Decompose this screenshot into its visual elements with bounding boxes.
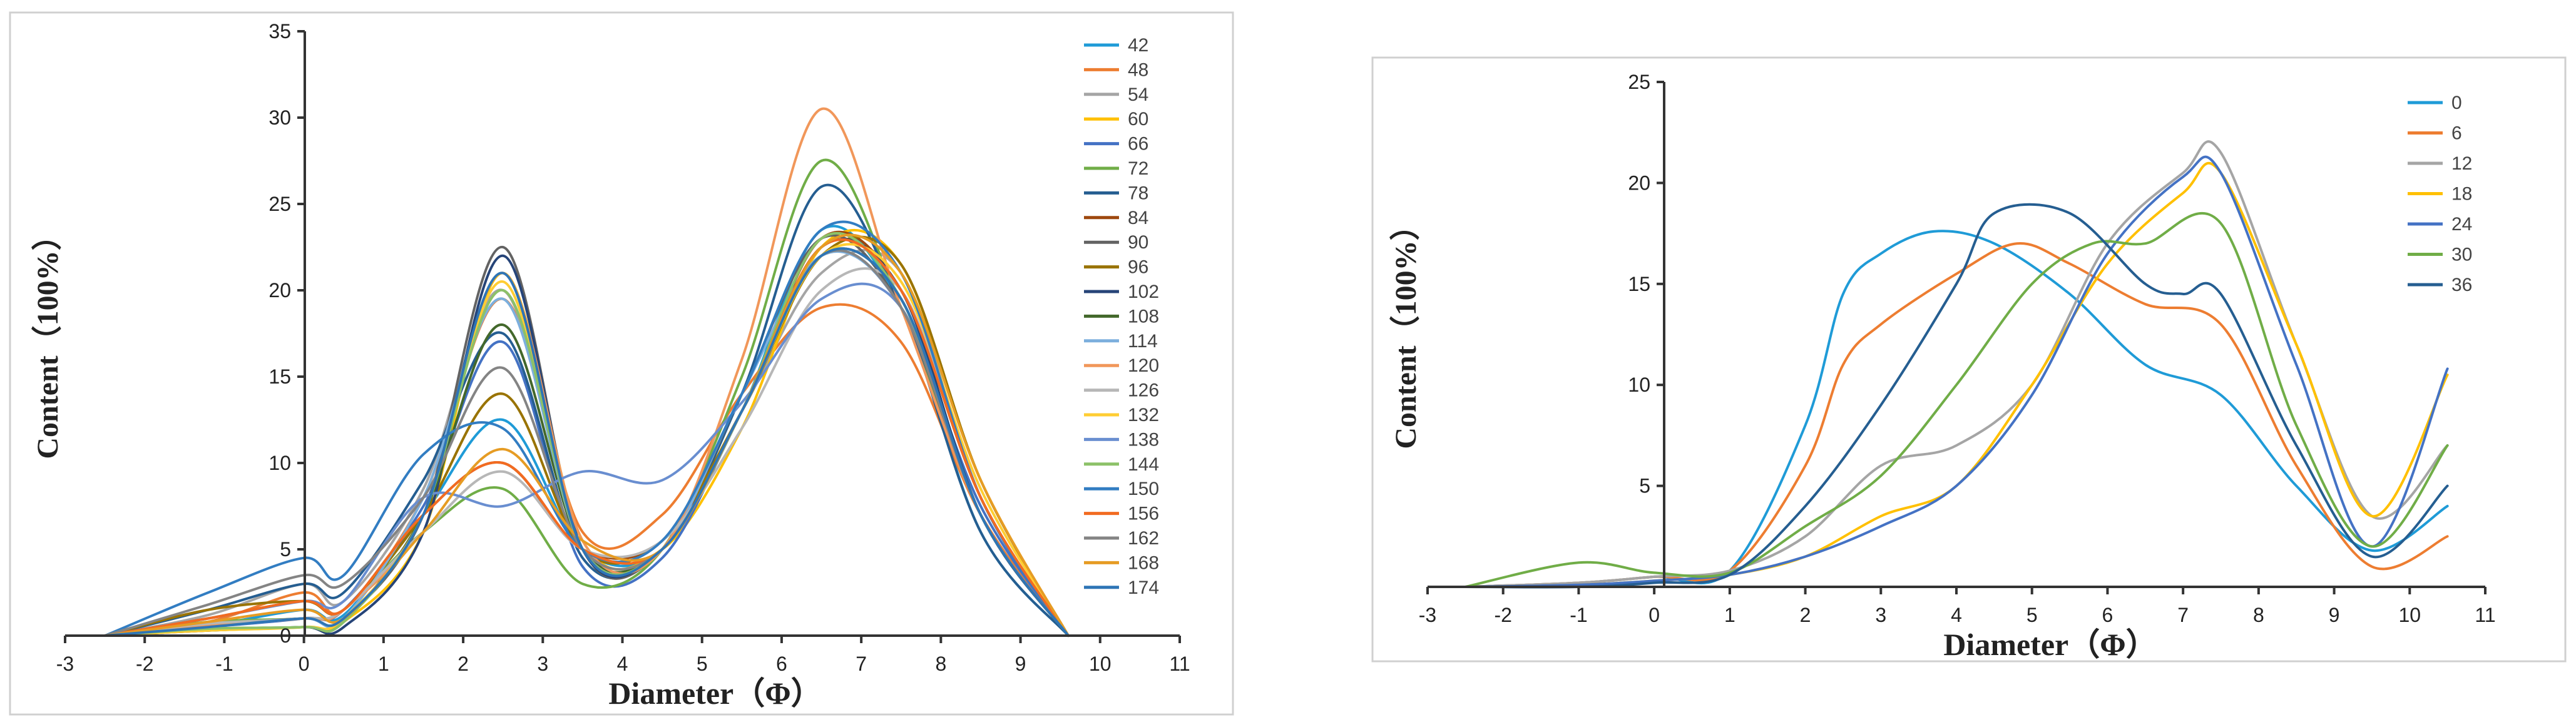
chart-right-y-axis-title: Content（100%） <box>1389 210 1423 449</box>
chart-left-legend-label-54: 54 <box>1128 84 1148 105</box>
chart-left-x-tick-label: 6 <box>776 653 787 675</box>
chart-left-legend-label-150: 150 <box>1128 479 1159 499</box>
chart-right-series-line-6 <box>1464 242 2449 588</box>
chart-right-x-tick-label: 8 <box>2253 604 2264 626</box>
chart-right-legend-label-24: 24 <box>2451 214 2472 235</box>
chart-left-legend-label-126: 126 <box>1128 380 1159 401</box>
chart-right-x-tick-label: 10 <box>2398 604 2421 626</box>
chart-left-legend-label-42: 42 <box>1128 35 1148 56</box>
chart-right-frame <box>1371 56 2567 663</box>
chart-right-x-axis-title: Diameter（Φ） <box>1943 627 2157 662</box>
chart-right-legend-label-18: 18 <box>2451 184 2472 205</box>
chart-right-x-tick-label: -2 <box>1494 604 1511 626</box>
chart-right-series-line-36 <box>1464 203 2449 589</box>
chart-left-x-tick-label: -1 <box>215 653 233 675</box>
chart-left-series-line-162 <box>103 249 1070 637</box>
chart-left-series-line-48 <box>103 297 1070 637</box>
chart-left-legend-label-66: 66 <box>1128 134 1148 155</box>
chart-right-y-tick-label: 25 <box>1628 71 1650 93</box>
chart-left-x-tick-label: 11 <box>1169 653 1190 675</box>
chart-left-legend-label-72: 72 <box>1128 158 1148 179</box>
chart-left-x-tick-label: 3 <box>537 653 548 675</box>
chart-right-series-line-24 <box>1464 155 2449 588</box>
chart-right-x-tick-label: 3 <box>1875 604 1886 626</box>
chart-right-x-tick-label: 0 <box>1648 604 1660 626</box>
chart-right-x-tick-label: 2 <box>1800 604 1811 626</box>
chart-right-legend-label-6: 6 <box>2451 123 2462 144</box>
chart-right-x-tick-label: 4 <box>1951 604 1962 626</box>
chart-left-series-line-156 <box>103 238 1070 637</box>
chart-left-legend-label-48: 48 <box>1128 59 1148 80</box>
chart-left-series-line-54 <box>103 248 1070 637</box>
chart-left-legend-label-90: 90 <box>1128 232 1148 253</box>
chart-left-y-tick-label: 10 <box>268 452 291 474</box>
chart-right-legend-label-12: 12 <box>2451 153 2472 174</box>
chart-right-x-tick-label: 1 <box>1724 604 1735 626</box>
chart-left-legend-label-174: 174 <box>1128 577 1159 598</box>
chart-left-x-tick-label: 0 <box>299 653 310 675</box>
chart-right-series-line-30 <box>1464 211 2449 588</box>
chart-left-x-tick-label: -2 <box>136 653 153 675</box>
chart-left-y-axis-title: Content（100%） <box>31 220 64 459</box>
chart-left-x-tick-label: 1 <box>378 653 389 675</box>
chart-left-series-line-66 <box>103 249 1070 637</box>
chart-left-y-tick-label: 35 <box>268 20 291 43</box>
chart-right-y-tick-label: 10 <box>1628 374 1650 396</box>
chart-left-legend-label-156: 156 <box>1128 504 1159 524</box>
chart-left-legend-label-96: 96 <box>1128 257 1148 278</box>
chart-left-x-tick-label: 5 <box>697 653 708 675</box>
chart-left-legend-label-114: 114 <box>1128 331 1158 352</box>
chart-left-series-line-168 <box>103 233 1070 637</box>
chart-left-series-line-78 <box>103 183 1070 637</box>
chart-left-legend-label-108: 108 <box>1128 306 1159 327</box>
chart-left-legend-label-120: 120 <box>1128 355 1159 376</box>
chart-right-legend-label-30: 30 <box>2451 245 2472 265</box>
chart-right-x-tick-label: 9 <box>2329 604 2340 626</box>
chart-left-legend-label-60: 60 <box>1128 109 1148 130</box>
chart-left-legend-label-162: 162 <box>1128 528 1159 549</box>
chart-left-x-tick-label: 9 <box>1015 653 1026 675</box>
chart-right-x-tick-label: 5 <box>2027 604 2038 626</box>
chart-right-x-tick-label: -1 <box>1570 604 1587 626</box>
chart-left-y-tick-label: 0 <box>280 624 291 647</box>
chart-right-x-tick-label: 6 <box>2102 604 2113 626</box>
chart-right-y-tick-label: 15 <box>1628 273 1650 295</box>
chart-left-y-tick-label: 15 <box>268 365 291 388</box>
chart-right-y-tick-label: 20 <box>1628 171 1650 194</box>
chart-right-x-tick-label: -3 <box>1419 604 1436 626</box>
chart-left-x-tick-label: -3 <box>56 653 74 675</box>
chart-left-x-tick-label: 2 <box>457 653 469 675</box>
chart-left-legend-label-84: 84 <box>1128 208 1148 228</box>
chart-left-legend-label-132: 132 <box>1128 405 1159 425</box>
chart-left-y-tick-label: 5 <box>280 538 291 561</box>
chart-right-y-tick-label: 5 <box>1639 475 1650 497</box>
chart-left-legend-label-78: 78 <box>1128 183 1148 203</box>
chart-left-x-tick-label: 8 <box>935 653 946 675</box>
chart-left-y-tick-label: 25 <box>268 193 291 215</box>
chart-left-x-tick-label: 7 <box>856 653 867 675</box>
chart-right-series-line-12 <box>1464 140 2449 588</box>
chart-left-y-tick-label: 20 <box>268 279 291 302</box>
chart-left-legend-label-102: 102 <box>1128 282 1159 302</box>
chart-right-x-tick-label: 7 <box>2177 604 2189 626</box>
chart-left-x-tick-label: 4 <box>617 653 628 675</box>
chart-right-legend-label-36: 36 <box>2451 275 2472 295</box>
chart-left-series-line-114 <box>103 250 1070 637</box>
chart-left-x-axis-title: Diameter（Φ） <box>608 676 822 711</box>
chart-left-series-line-42 <box>103 225 1070 637</box>
chart-left-legend-label-138: 138 <box>1128 429 1159 450</box>
chart-left-x-tick-label: 10 <box>1089 653 1112 675</box>
chart-left-series-line-174 <box>103 247 1070 637</box>
chart-right-x-tick-label: 11 <box>2475 604 2495 626</box>
chart-left-y-tick-label: 30 <box>268 106 291 129</box>
chart-left-series-line-150 <box>103 220 1070 637</box>
chart-left-frame <box>9 11 1234 716</box>
chart-left-legend-label-168: 168 <box>1128 552 1159 573</box>
chart-left-series-line-108 <box>103 247 1070 637</box>
chart-right-legend-label-0: 0 <box>2451 93 2462 113</box>
chart-left-legend-label-144: 144 <box>1128 454 1159 475</box>
